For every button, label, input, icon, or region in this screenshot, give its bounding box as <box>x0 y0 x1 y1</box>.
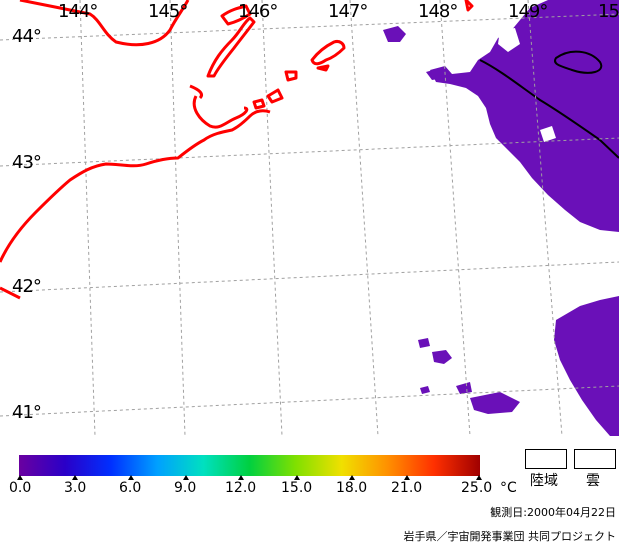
coast-shiretoko <box>206 16 256 78</box>
cloud-gap-1 <box>498 28 520 52</box>
sst-patch-small-2 <box>426 68 444 80</box>
coastline <box>0 0 474 300</box>
parallel-44 <box>0 13 619 41</box>
meridian-147 <box>349 0 379 436</box>
land-legend-swatch <box>525 449 567 469</box>
meridian-148 <box>439 0 471 436</box>
parallel-42 <box>0 261 619 293</box>
cloud-legend-label: 雲 <box>586 473 600 489</box>
lat-label-44: 44° <box>12 26 42 47</box>
lat-label-43: 43° <box>12 152 42 173</box>
lat-label-42: 42° <box>12 276 42 297</box>
sst-map <box>0 0 619 436</box>
tick-mark-25 <box>476 475 482 480</box>
land-legend-label: 陸域 <box>530 473 558 489</box>
tick-mark-15 <box>294 475 300 480</box>
cloud-gap-2 <box>540 126 556 142</box>
sst-patch-small-4 <box>432 350 452 364</box>
meridian-149 <box>527 0 563 436</box>
coast-kushiro <box>0 109 271 263</box>
sst-patch-small-7 <box>420 386 430 394</box>
tick-mark-12 <box>238 475 244 480</box>
isotherm-line-2 <box>554 50 603 74</box>
cloud-legend-swatch <box>574 449 616 469</box>
sst-patch-small-5 <box>456 382 472 394</box>
graticule <box>0 0 619 436</box>
lon-label-149: 149° <box>508 1 548 22</box>
parallel-41 <box>0 385 619 417</box>
coast-hokkaido <box>19 0 190 47</box>
lat-label-41: 41° <box>12 402 42 423</box>
coast-etorofu <box>310 40 346 66</box>
tick-mark-3 <box>72 475 78 480</box>
coast-erimo <box>0 286 21 300</box>
sst-patch-small-3 <box>418 338 430 348</box>
tick-mark-0 <box>17 475 23 480</box>
temperature-colorbar <box>19 455 480 476</box>
coast-nemuro <box>189 84 249 129</box>
coast-etorofu-2 <box>316 64 330 72</box>
lon-label-150: 15 <box>598 1 619 22</box>
meridian-144 <box>79 0 96 436</box>
parallel-43 <box>0 137 619 167</box>
tick-label-21: 21.0 <box>391 480 423 496</box>
meridian-145 <box>169 0 186 436</box>
tick-mark-6 <box>128 475 134 480</box>
tick-label-15: 15.0 <box>281 480 313 496</box>
tick-label-6: 6.0 <box>119 480 142 496</box>
sst-patch-small-1 <box>383 26 406 42</box>
tick-label-9: 9.0 <box>174 480 197 496</box>
lon-label-147: 147° <box>328 1 368 22</box>
sst-patch-small-6 <box>470 392 520 414</box>
lon-label-148: 148° <box>418 1 458 22</box>
sst-patch-south <box>554 296 619 436</box>
cloud-gaps <box>498 28 556 142</box>
isotherm-line-1 <box>479 59 619 159</box>
coast-habomai-2 <box>266 88 284 104</box>
credit-text: 岩手県／宇宙開発事業団 共同プロジェクト <box>403 530 617 543</box>
coast-habomai-1 <box>252 98 266 110</box>
coast-shikotan <box>284 70 298 82</box>
sst-main-patch <box>430 0 619 232</box>
isotherm-contours <box>479 50 619 159</box>
lon-label-145: 145° <box>148 1 188 22</box>
coast-kunashiri <box>220 4 252 26</box>
lon-label-146: 146° <box>238 1 278 22</box>
meridian-146 <box>261 0 283 436</box>
tick-label-18: 18.0 <box>336 480 368 496</box>
tick-mark-18 <box>349 475 355 480</box>
coast-island-east <box>464 0 474 12</box>
tick-mark-21 <box>404 475 410 480</box>
temperature-unit: °C <box>500 480 517 496</box>
observation-date: 観測日:2000年04月22日 <box>490 506 616 519</box>
tick-label-3: 3.0 <box>64 480 87 496</box>
lon-label-144: 144° <box>58 1 98 22</box>
tick-mark-9 <box>183 475 189 480</box>
tick-label-0: 0.0 <box>9 480 32 496</box>
tick-label-12: 12.0 <box>225 480 257 496</box>
tick-label-25: 25.0 <box>461 480 493 496</box>
sst-water-region <box>383 0 619 436</box>
